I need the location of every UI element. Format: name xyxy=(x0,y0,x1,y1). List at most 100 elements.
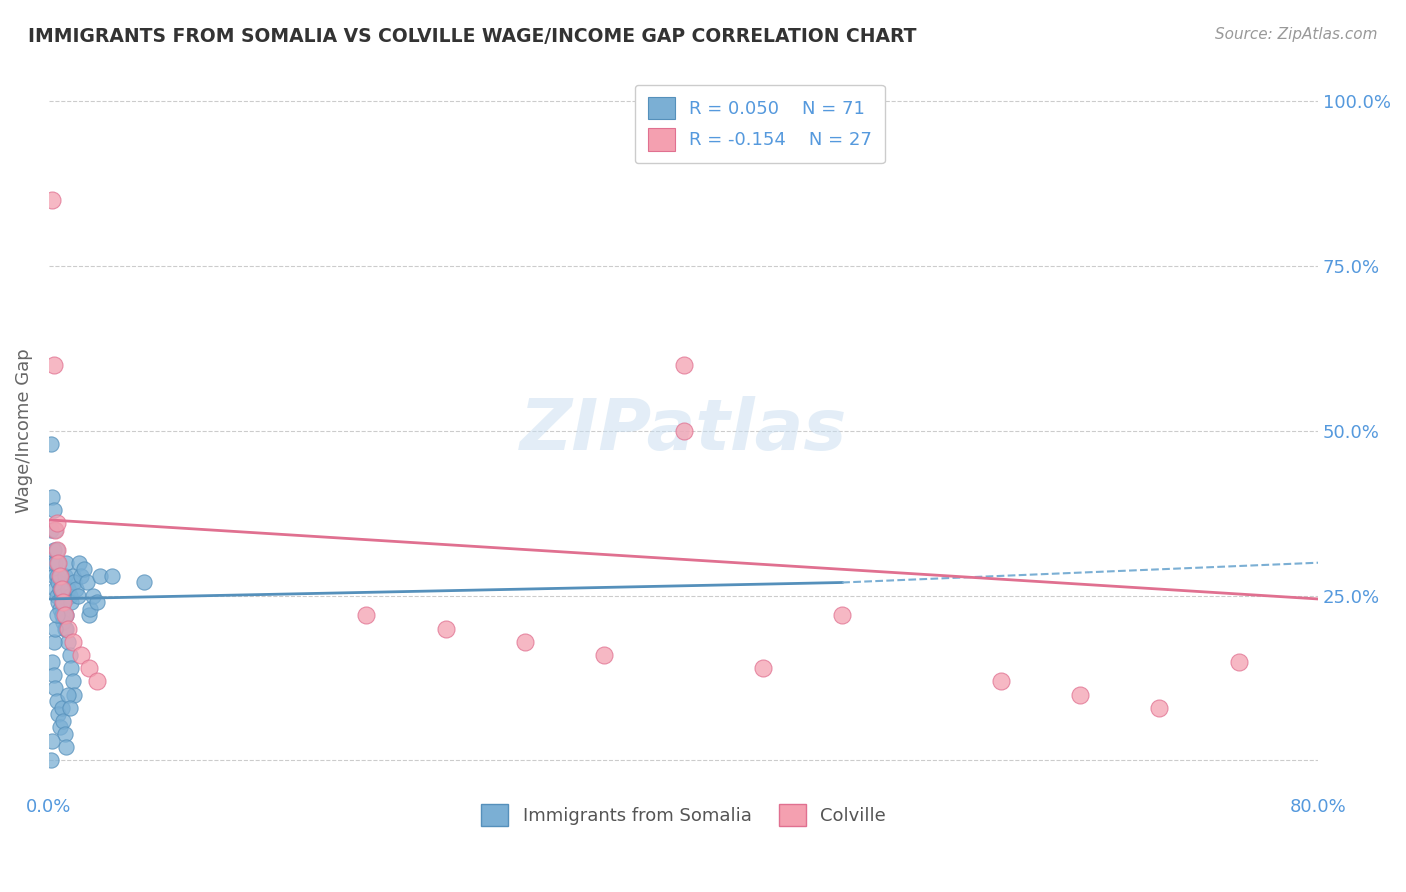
Point xyxy=(53,622,76,636)
Point xyxy=(49,721,72,735)
Point xyxy=(53,608,76,623)
Point xyxy=(69,648,91,662)
Point xyxy=(39,523,62,537)
Point xyxy=(42,667,65,681)
Point xyxy=(49,569,72,583)
Point xyxy=(51,700,73,714)
Point xyxy=(44,523,66,537)
Point xyxy=(45,542,67,557)
Point xyxy=(76,575,98,590)
Point xyxy=(55,622,77,636)
Point xyxy=(86,595,108,609)
Point xyxy=(41,556,63,570)
Point xyxy=(593,648,616,662)
Point xyxy=(51,582,73,596)
Point xyxy=(60,661,83,675)
Point xyxy=(52,714,75,728)
Point xyxy=(990,674,1012,689)
Point xyxy=(44,556,66,570)
Point xyxy=(66,589,89,603)
Point xyxy=(45,589,67,603)
Point xyxy=(41,655,63,669)
Point xyxy=(434,622,457,636)
Point xyxy=(63,575,86,590)
Point xyxy=(39,437,62,451)
Point xyxy=(51,582,73,596)
Point xyxy=(77,661,100,675)
Point xyxy=(52,595,75,609)
Point xyxy=(42,503,65,517)
Point xyxy=(56,688,79,702)
Point xyxy=(56,582,79,596)
Point xyxy=(52,595,75,609)
Point xyxy=(58,648,80,662)
Point xyxy=(67,556,90,570)
Point xyxy=(42,358,65,372)
Point xyxy=(356,608,378,623)
Point xyxy=(51,589,73,603)
Point xyxy=(49,602,72,616)
Point xyxy=(86,674,108,689)
Point xyxy=(134,575,156,590)
Point xyxy=(752,661,775,675)
Point xyxy=(53,569,76,583)
Point xyxy=(45,569,67,583)
Point xyxy=(53,727,76,741)
Point xyxy=(58,700,80,714)
Point xyxy=(62,674,84,689)
Point xyxy=(44,622,66,636)
Point xyxy=(60,595,83,609)
Point xyxy=(62,634,84,648)
Point xyxy=(48,707,70,722)
Text: Source: ZipAtlas.com: Source: ZipAtlas.com xyxy=(1215,27,1378,42)
Point xyxy=(101,569,124,583)
Point xyxy=(1149,700,1171,714)
Point xyxy=(53,608,76,623)
Text: IMMIGRANTS FROM SOMALIA VS COLVILLE WAGE/INCOME GAP CORRELATION CHART: IMMIGRANTS FROM SOMALIA VS COLVILLE WAGE… xyxy=(28,27,917,45)
Point xyxy=(42,634,65,648)
Point xyxy=(55,608,77,623)
Point xyxy=(45,608,67,623)
Point xyxy=(89,569,111,583)
Point xyxy=(63,688,86,702)
Point xyxy=(77,608,100,623)
Point xyxy=(41,733,63,747)
Point xyxy=(48,575,70,590)
Legend: Immigrants from Somalia, Colville: Immigrants from Somalia, Colville xyxy=(472,795,896,835)
Point xyxy=(41,490,63,504)
Point xyxy=(41,194,63,208)
Point xyxy=(49,582,72,596)
Point xyxy=(1069,688,1091,702)
Point xyxy=(672,358,695,372)
Point xyxy=(52,595,75,609)
Point xyxy=(39,753,62,767)
Point xyxy=(48,556,70,570)
Point xyxy=(45,694,67,708)
Point xyxy=(45,516,67,531)
Point xyxy=(44,582,66,596)
Point xyxy=(49,569,72,583)
Point xyxy=(513,634,536,648)
Point xyxy=(69,569,91,583)
Point xyxy=(48,556,70,570)
Point xyxy=(79,602,101,616)
Point xyxy=(56,622,79,636)
Point xyxy=(831,608,853,623)
Point xyxy=(48,595,70,609)
Point xyxy=(52,615,75,629)
Point xyxy=(82,589,104,603)
Point xyxy=(56,634,79,648)
Y-axis label: Wage/Income Gap: Wage/Income Gap xyxy=(15,349,32,513)
Point xyxy=(42,542,65,557)
Point xyxy=(44,681,66,695)
Point xyxy=(672,424,695,438)
Point xyxy=(73,562,96,576)
Point xyxy=(44,523,66,537)
Point xyxy=(42,569,65,583)
Point xyxy=(62,569,84,583)
Point xyxy=(55,556,77,570)
Text: ZIPatlas: ZIPatlas xyxy=(520,396,848,466)
Point xyxy=(51,608,73,623)
Point xyxy=(45,542,67,557)
Point xyxy=(55,740,77,755)
